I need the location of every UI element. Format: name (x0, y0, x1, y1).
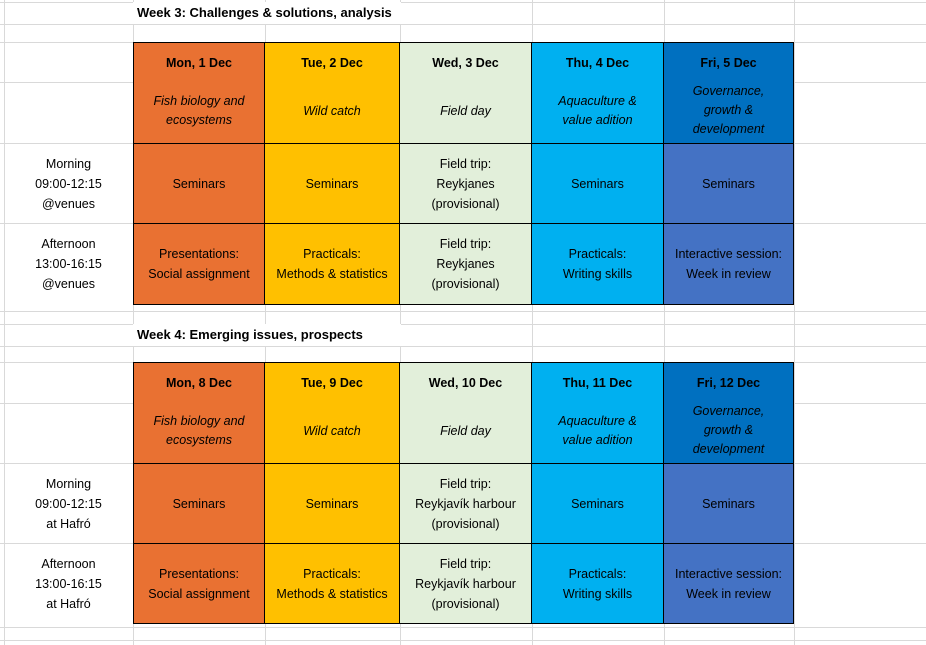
day-date: Tue, 9 Dec (301, 376, 363, 390)
week3-morning-fri-cell[interactable]: Seminars (664, 144, 793, 223)
week3-morning-tue-cell[interactable]: Seminars (265, 144, 399, 223)
week4-day-header-thu[interactable]: Thu, 11 Dec Aquaculture & value adition (532, 363, 663, 463)
week3-day-header-fri[interactable]: Fri, 5 Dec Governance, growth & developm… (664, 43, 793, 143)
day-date: Mon, 8 Dec (166, 376, 232, 390)
week3-morning-mon-cell[interactable]: Seminars (134, 144, 264, 223)
week4-morning-row-label[interactable]: Morning 09:00-12:15 at Hafró (35, 476, 102, 531)
day-theme: Field day (440, 103, 491, 118)
day-date: Thu, 4 Dec (565, 56, 630, 70)
gridline-vertical (4, 0, 5, 645)
week4-morning-tue-cell[interactable]: Seminars (265, 464, 399, 543)
day-theme: Wild catch (303, 103, 361, 118)
gridline-horizontal (0, 627, 926, 628)
week4-morning-mon-cell[interactable]: Seminars (134, 464, 264, 543)
week4-afternoon-row-label[interactable]: Afternoon 13:00-16:15 at Hafró (35, 556, 102, 611)
week4-afternoon-fri-cell[interactable]: Interactive session: Week in review (664, 544, 793, 623)
day-date: Tue, 2 Dec (301, 56, 363, 70)
week3-title-cell[interactable]: Week 3: Challenges & solutions, analysis (133, 2, 401, 24)
week4-day-header-mon[interactable]: Mon, 8 Dec Fish biology and ecosystems (134, 363, 264, 463)
day-theme: Wild catch (303, 423, 361, 438)
day-theme: Aquaculture & value adition (558, 94, 637, 127)
gridline-horizontal (0, 640, 926, 641)
gridline-vertical (664, 0, 665, 645)
day-theme: Governance, growth & development (692, 84, 765, 136)
day-theme: Governance, growth & development (692, 404, 765, 456)
week3-morning-wed-cell[interactable]: Field trip: Reykjanes (provisional) (400, 144, 531, 223)
gridline-horizontal (0, 346, 926, 347)
day-theme: Fish biology and ecosystems (153, 414, 245, 447)
week4-afternoon-tue-cell[interactable]: Practicals: Methods & statistics (265, 544, 399, 623)
day-theme: Field day (440, 423, 491, 438)
gridline-horizontal (0, 311, 926, 312)
gridline-vertical (265, 0, 266, 645)
week3-morning-thu-cell[interactable]: Seminars (532, 144, 663, 223)
gridline-horizontal (0, 24, 926, 25)
day-date: Wed, 10 Dec (428, 376, 503, 390)
week4-schedule-table: Mon, 8 Dec Fish biology and ecosystems T… (133, 362, 794, 624)
week4-day-header-wed[interactable]: Wed, 10 Dec Field day (400, 363, 531, 463)
gridline-vertical (794, 0, 795, 645)
week3-schedule-table: Mon, 1 Dec Fish biology and ecosystems T… (133, 42, 794, 305)
week3-day-header-thu[interactable]: Thu, 4 Dec Aquaculture & value adition (532, 43, 663, 143)
gridline-vertical (133, 0, 134, 645)
week4-morning-thu-cell[interactable]: Seminars (532, 464, 663, 543)
week4-title-cell[interactable]: Week 4: Emerging issues, prospects (133, 324, 401, 346)
day-date: Fri, 5 Dec (700, 55, 757, 70)
gridline-horizontal (0, 2, 926, 3)
week4-day-header-tue[interactable]: Tue, 9 Dec Wild catch (265, 363, 399, 463)
gridline-vertical (532, 0, 533, 645)
week3-day-header-tue[interactable]: Tue, 2 Dec Wild catch (265, 43, 399, 143)
day-theme: Fish biology and ecosystems (153, 94, 245, 127)
week4-afternoon-mon-cell[interactable]: Presentations: Social assignment (134, 544, 264, 623)
day-date: Thu, 11 Dec (562, 376, 633, 390)
day-theme: Aquaculture & value adition (558, 414, 637, 447)
week4-day-header-fri[interactable]: Fri, 12 Dec Governance, growth & develop… (664, 363, 793, 463)
week3-afternoon-wed-cell[interactable]: Field trip: Reykjanes (provisional) (400, 224, 531, 304)
week4-afternoon-wed-cell[interactable]: Field trip: Reykjavík harbour (provision… (400, 544, 531, 623)
week3-day-header-mon[interactable]: Mon, 1 Dec Fish biology and ecosystems (134, 43, 264, 143)
week4-morning-wed-cell[interactable]: Field trip: Reykjavík harbour (provision… (400, 464, 531, 543)
gridline-vertical (400, 0, 401, 645)
gridline-horizontal (0, 324, 926, 325)
week3-morning-row-label[interactable]: Morning 09:00-12:15 @venues (35, 156, 102, 211)
week3-afternoon-thu-cell[interactable]: Practicals: Writing skills (532, 224, 663, 304)
week4-morning-fri-cell[interactable]: Seminars (664, 464, 793, 543)
week3-afternoon-fri-cell[interactable]: Interactive session: Week in review (664, 224, 793, 304)
week3-afternoon-mon-cell[interactable]: Presentations: Social assignment (134, 224, 264, 304)
day-date: Wed, 3 Dec (432, 56, 499, 70)
week3-afternoon-row-label[interactable]: Afternoon 13:00-16:15 @venues (35, 237, 102, 291)
day-date: Fri, 12 Dec (696, 375, 761, 390)
week4-afternoon-thu-cell[interactable]: Practicals: Writing skills (532, 544, 663, 623)
week3-day-header-wed[interactable]: Wed, 3 Dec Field day (400, 43, 531, 143)
week3-afternoon-tue-cell[interactable]: Practicals: Methods & statistics (265, 224, 399, 304)
day-date: Mon, 1 Dec (166, 56, 232, 70)
